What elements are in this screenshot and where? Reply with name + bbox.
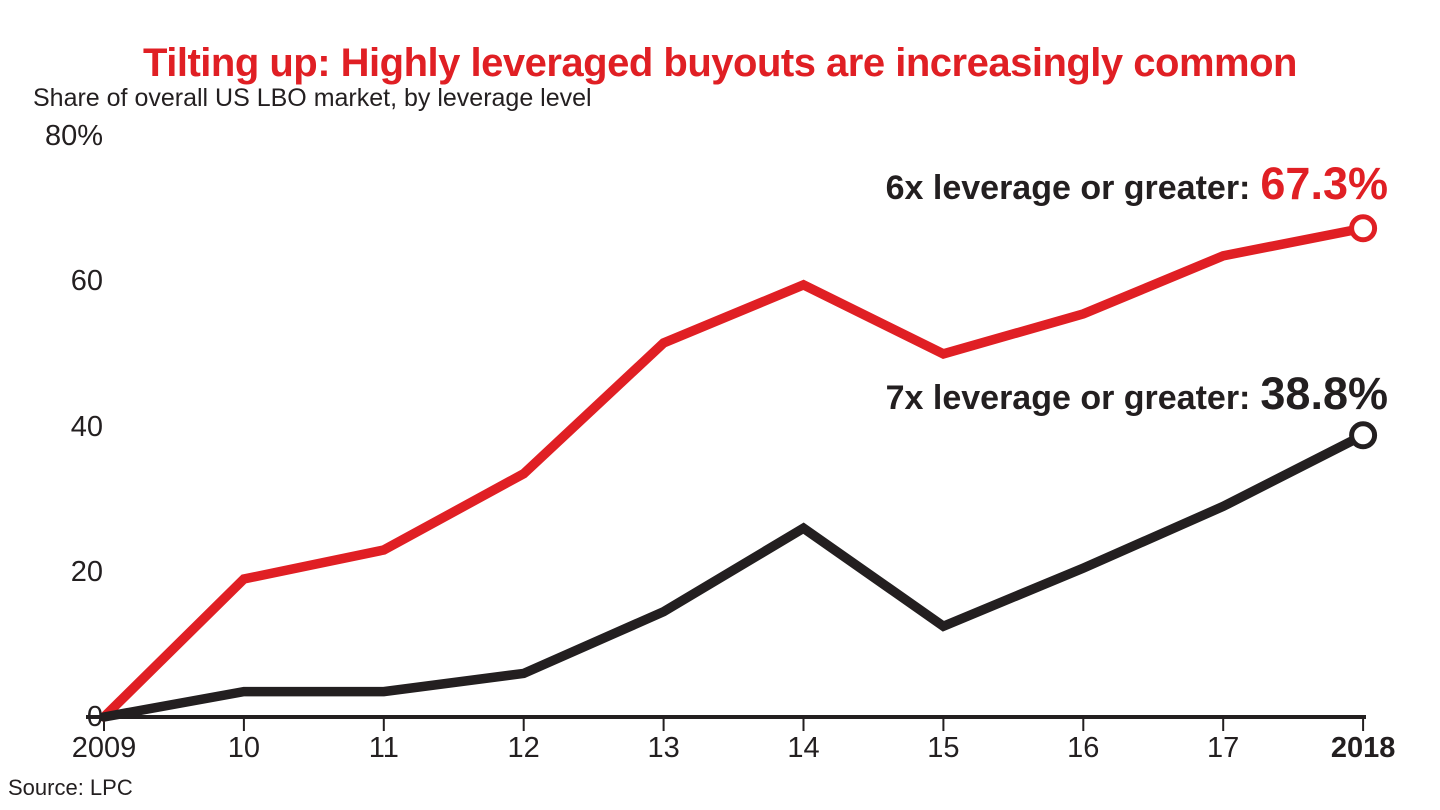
- x-tick-label: 16: [1067, 732, 1100, 764]
- x-tick-label: 2009: [71, 732, 137, 764]
- end-marker-6x: [1349, 214, 1378, 243]
- end-marker-7x: [1349, 421, 1378, 450]
- annotation-6x-leverage: 6x leverage or greater: 67.3%: [886, 158, 1388, 210]
- y-tick-label: 80%: [44, 120, 103, 152]
- x-tick-label: 10: [227, 732, 261, 764]
- annotation-7x-value: 38.8%: [1260, 368, 1388, 419]
- annotation-6x-label: 6x leverage or greater:: [885, 169, 1251, 207]
- annotation-7x-leverage: 7x leverage or greater: 38.8%: [886, 368, 1388, 420]
- series-line-6x: [99, 223, 1368, 722]
- chart-subtitle: Share of overall US LBO market, by lever…: [33, 84, 592, 112]
- y-tick-label: 60: [70, 265, 103, 298]
- y-tick-label: 20: [70, 555, 103, 588]
- x-tick-label: 11: [368, 732, 399, 764]
- source-note: Source: LPC: [8, 775, 133, 800]
- x-tick-label: 12: [507, 732, 540, 764]
- series-line-7x: [99, 430, 1368, 722]
- x-tick-label: 14: [787, 732, 820, 764]
- chart-title: Tilting up: Highly leveraged buyouts are…: [143, 40, 1297, 85]
- y-tick-label: 0: [86, 701, 103, 733]
- y-tick-label: 40: [70, 410, 103, 443]
- x-tick-label: 2018: [1330, 732, 1396, 764]
- x-tick-label: 17: [1207, 732, 1240, 764]
- x-tick-label: 13: [647, 732, 680, 764]
- annotation-7x-label: 7x leverage or greater:: [885, 379, 1251, 417]
- annotation-6x-value: 67.3%: [1260, 158, 1388, 209]
- x-tick-label: 15: [927, 732, 960, 764]
